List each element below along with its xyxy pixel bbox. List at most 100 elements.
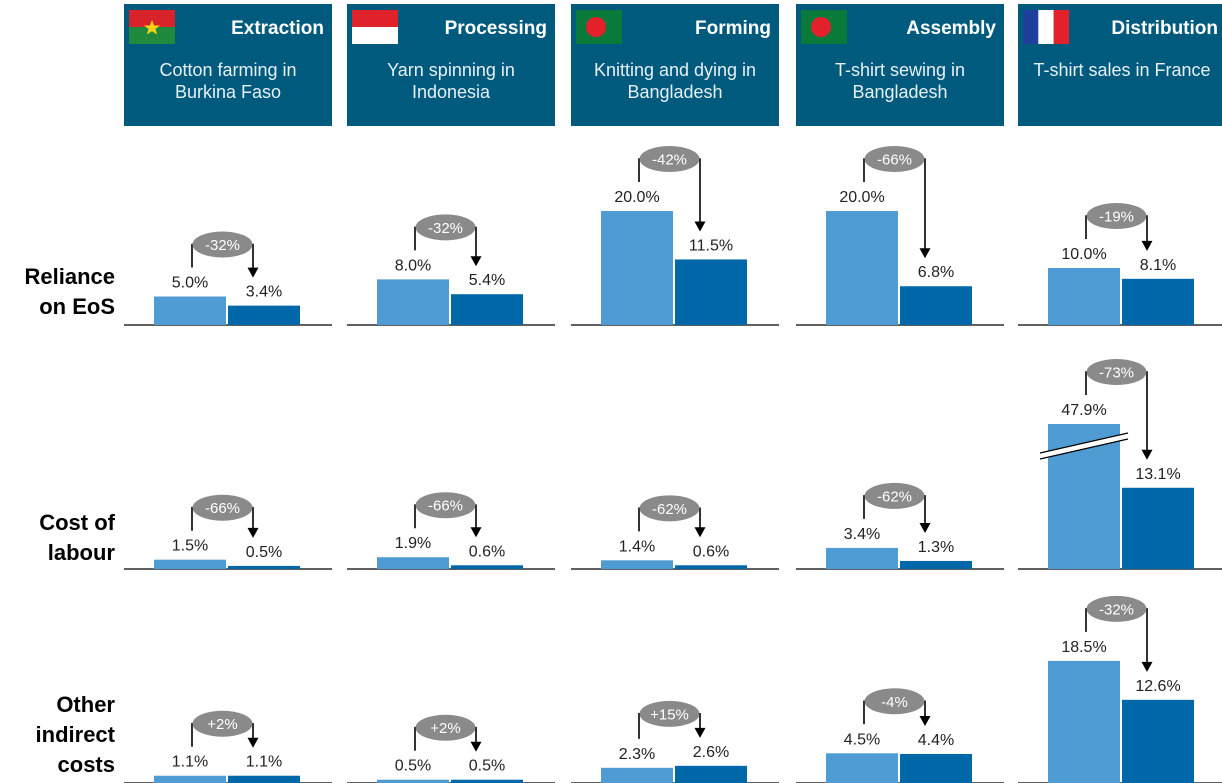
change-label: -62% <box>877 488 912 505</box>
change-arrowhead <box>247 737 259 748</box>
before-value-label: 5.0% <box>172 275 208 292</box>
change-arrowhead <box>470 741 482 752</box>
before-value-label: 1.5% <box>172 538 208 555</box>
after-bar <box>675 259 747 325</box>
after-value-label: 0.6% <box>693 543 729 560</box>
stage-header-extraction: Extraction Cotton farming in Burkina Faso <box>124 4 332 126</box>
stage-name: Assembly <box>906 18 996 39</box>
bangladesh-flag-icon <box>801 10 847 44</box>
row-label-line: costs <box>57 752 115 777</box>
before-value-label: 18.5% <box>1061 639 1106 656</box>
stage-header-assembly: Assembly T-shirt sewing in Bangladesh <box>796 4 1004 126</box>
after-bar <box>451 779 523 783</box>
before-bar <box>826 547 898 569</box>
before-value-label: 10.0% <box>1061 246 1106 263</box>
change-arrowhead <box>247 527 259 538</box>
after-value-label: 6.8% <box>918 264 954 281</box>
change-label: +15% <box>650 706 689 723</box>
change-badge <box>864 688 925 715</box>
stage-description: T-shirt sales in France <box>1033 60 1211 80</box>
before-bar <box>826 211 898 325</box>
before-value-label: 2.3% <box>619 746 655 763</box>
change-arrowhead <box>1141 449 1153 460</box>
before-value-label: 0.5% <box>395 758 431 775</box>
row-label-line: Reliance <box>24 264 116 289</box>
change-badge <box>639 495 700 522</box>
before-value-label: 47.9% <box>1061 402 1106 419</box>
change-badge <box>639 700 700 727</box>
stage-name: Forming <box>695 18 771 39</box>
change-arrowhead <box>919 522 931 533</box>
change-label: +2% <box>430 720 460 737</box>
after-bar <box>451 565 523 569</box>
burkina-faso-flag-icon <box>129 10 175 44</box>
stage-header-distribution: Distribution T-shirt sales in France <box>1018 4 1222 126</box>
france-flag-icon <box>1023 10 1069 44</box>
after-bar <box>451 294 523 325</box>
change-label: -42% <box>652 152 687 169</box>
change-label: -73% <box>1099 365 1134 382</box>
change-arrowhead <box>694 221 706 232</box>
after-value-label: 2.6% <box>693 744 729 761</box>
change-badge <box>192 494 253 521</box>
change-badge <box>864 482 925 509</box>
after-value-label: 13.1% <box>1135 466 1180 483</box>
after-bar <box>900 286 972 325</box>
stage-header-processing: Processing Yarn spinning in Indonesia <box>347 4 555 126</box>
after-value-label: 8.1% <box>1140 257 1176 274</box>
change-label: -4% <box>881 694 908 711</box>
after-value-label: 0.5% <box>246 544 282 561</box>
row-label-line: indirect <box>35 722 115 747</box>
after-bar <box>675 765 747 783</box>
after-value-label: 11.5% <box>689 237 733 254</box>
change-arrowhead <box>694 527 706 538</box>
before-value-label: 3.4% <box>844 526 880 543</box>
before-value-label: 20.0% <box>839 189 884 206</box>
after-value-label: 12.6% <box>1135 678 1180 695</box>
change-badge <box>192 231 253 258</box>
change-badge <box>639 146 700 172</box>
change-badge <box>415 214 476 241</box>
change-label: -66% <box>205 500 240 517</box>
stage-name: Distribution <box>1111 18 1218 39</box>
after-value-label: 5.4% <box>469 272 505 289</box>
change-arrowhead <box>247 267 259 278</box>
before-value-label: 4.5% <box>844 731 880 748</box>
after-bar <box>900 753 972 783</box>
change-label: -32% <box>205 237 240 254</box>
before-bar <box>601 211 673 325</box>
after-bar <box>900 560 972 569</box>
before-bar <box>154 559 226 569</box>
stage-name: Processing <box>444 18 547 39</box>
row-label-line: Cost of <box>39 510 115 535</box>
row-label-line: Other <box>56 692 115 717</box>
before-value-label: 8.0% <box>395 257 431 274</box>
before-value-label: 1.1% <box>172 754 208 771</box>
row-label: Reliance on EoS <box>25 262 116 322</box>
change-badge <box>1086 359 1147 385</box>
after-bar <box>1122 487 1194 569</box>
change-badge <box>192 710 253 737</box>
before-bar <box>601 560 673 569</box>
after-bar <box>675 565 747 569</box>
stage-description: Yarn spinning in Indonesia <box>387 60 515 102</box>
stage-description: Cotton farming in Burkina Faso <box>159 60 297 102</box>
before-bar <box>826 753 898 783</box>
change-label: -19% <box>1099 209 1134 226</box>
before-value-label: 1.4% <box>619 538 655 555</box>
change-arrowhead <box>470 527 482 538</box>
after-bar <box>228 565 300 569</box>
change-arrowhead <box>1141 240 1153 251</box>
change-label: -66% <box>428 498 463 515</box>
before-bar <box>154 775 226 783</box>
after-value-label: 4.4% <box>918 732 954 749</box>
after-bar <box>1122 278 1194 325</box>
row-label-line: on EoS <box>39 294 115 319</box>
after-value-label: 1.1% <box>246 754 282 771</box>
change-label: -62% <box>652 501 687 518</box>
change-arrowhead <box>470 256 482 267</box>
change-label: -66% <box>877 152 912 169</box>
stage-description: Knitting and dying in Bangladesh <box>593 60 757 102</box>
after-value-label: 1.3% <box>918 539 954 556</box>
